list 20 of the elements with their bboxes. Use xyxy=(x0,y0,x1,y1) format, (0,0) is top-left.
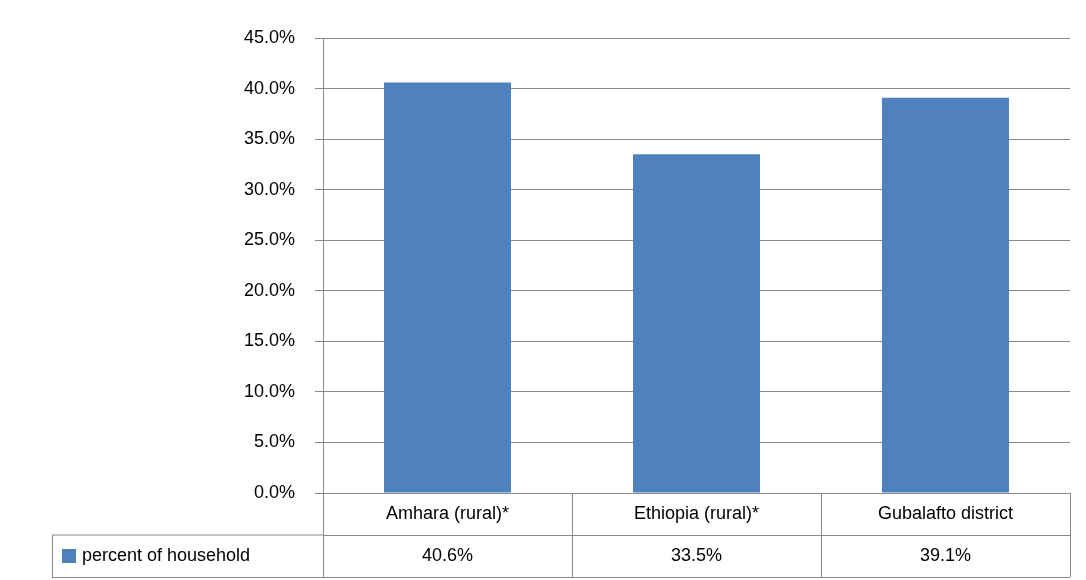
y-tick-label: 25.0% xyxy=(243,229,295,250)
x-tick-label: Amhara (rural)* xyxy=(385,502,510,523)
x-tick-label: Ethiopia (rural)* xyxy=(633,502,760,523)
y-tick-label: 35.0% xyxy=(243,128,295,149)
y-tick-label: 10.0% xyxy=(243,380,295,401)
y-tick-label: 30.0% xyxy=(243,178,295,199)
y-tick-label: 40.0% xyxy=(243,77,295,98)
y-tick-label: 0.0% xyxy=(253,481,295,502)
data-label: 33.5% xyxy=(670,544,723,565)
bar xyxy=(633,154,760,493)
data-label: 40.6% xyxy=(421,544,474,565)
data-label: 39.1% xyxy=(919,544,972,565)
y-tick-label: 15.0% xyxy=(243,330,295,351)
x-tick-label: Gubalafto district xyxy=(877,502,1014,523)
y-tick-label: 45.0% xyxy=(243,26,295,47)
y-tick-label: 20.0% xyxy=(243,279,295,300)
y-tick-label: 5.0% xyxy=(253,431,295,452)
bar xyxy=(384,82,511,493)
legend-label: percent of household xyxy=(82,544,251,565)
bar xyxy=(882,97,1009,493)
